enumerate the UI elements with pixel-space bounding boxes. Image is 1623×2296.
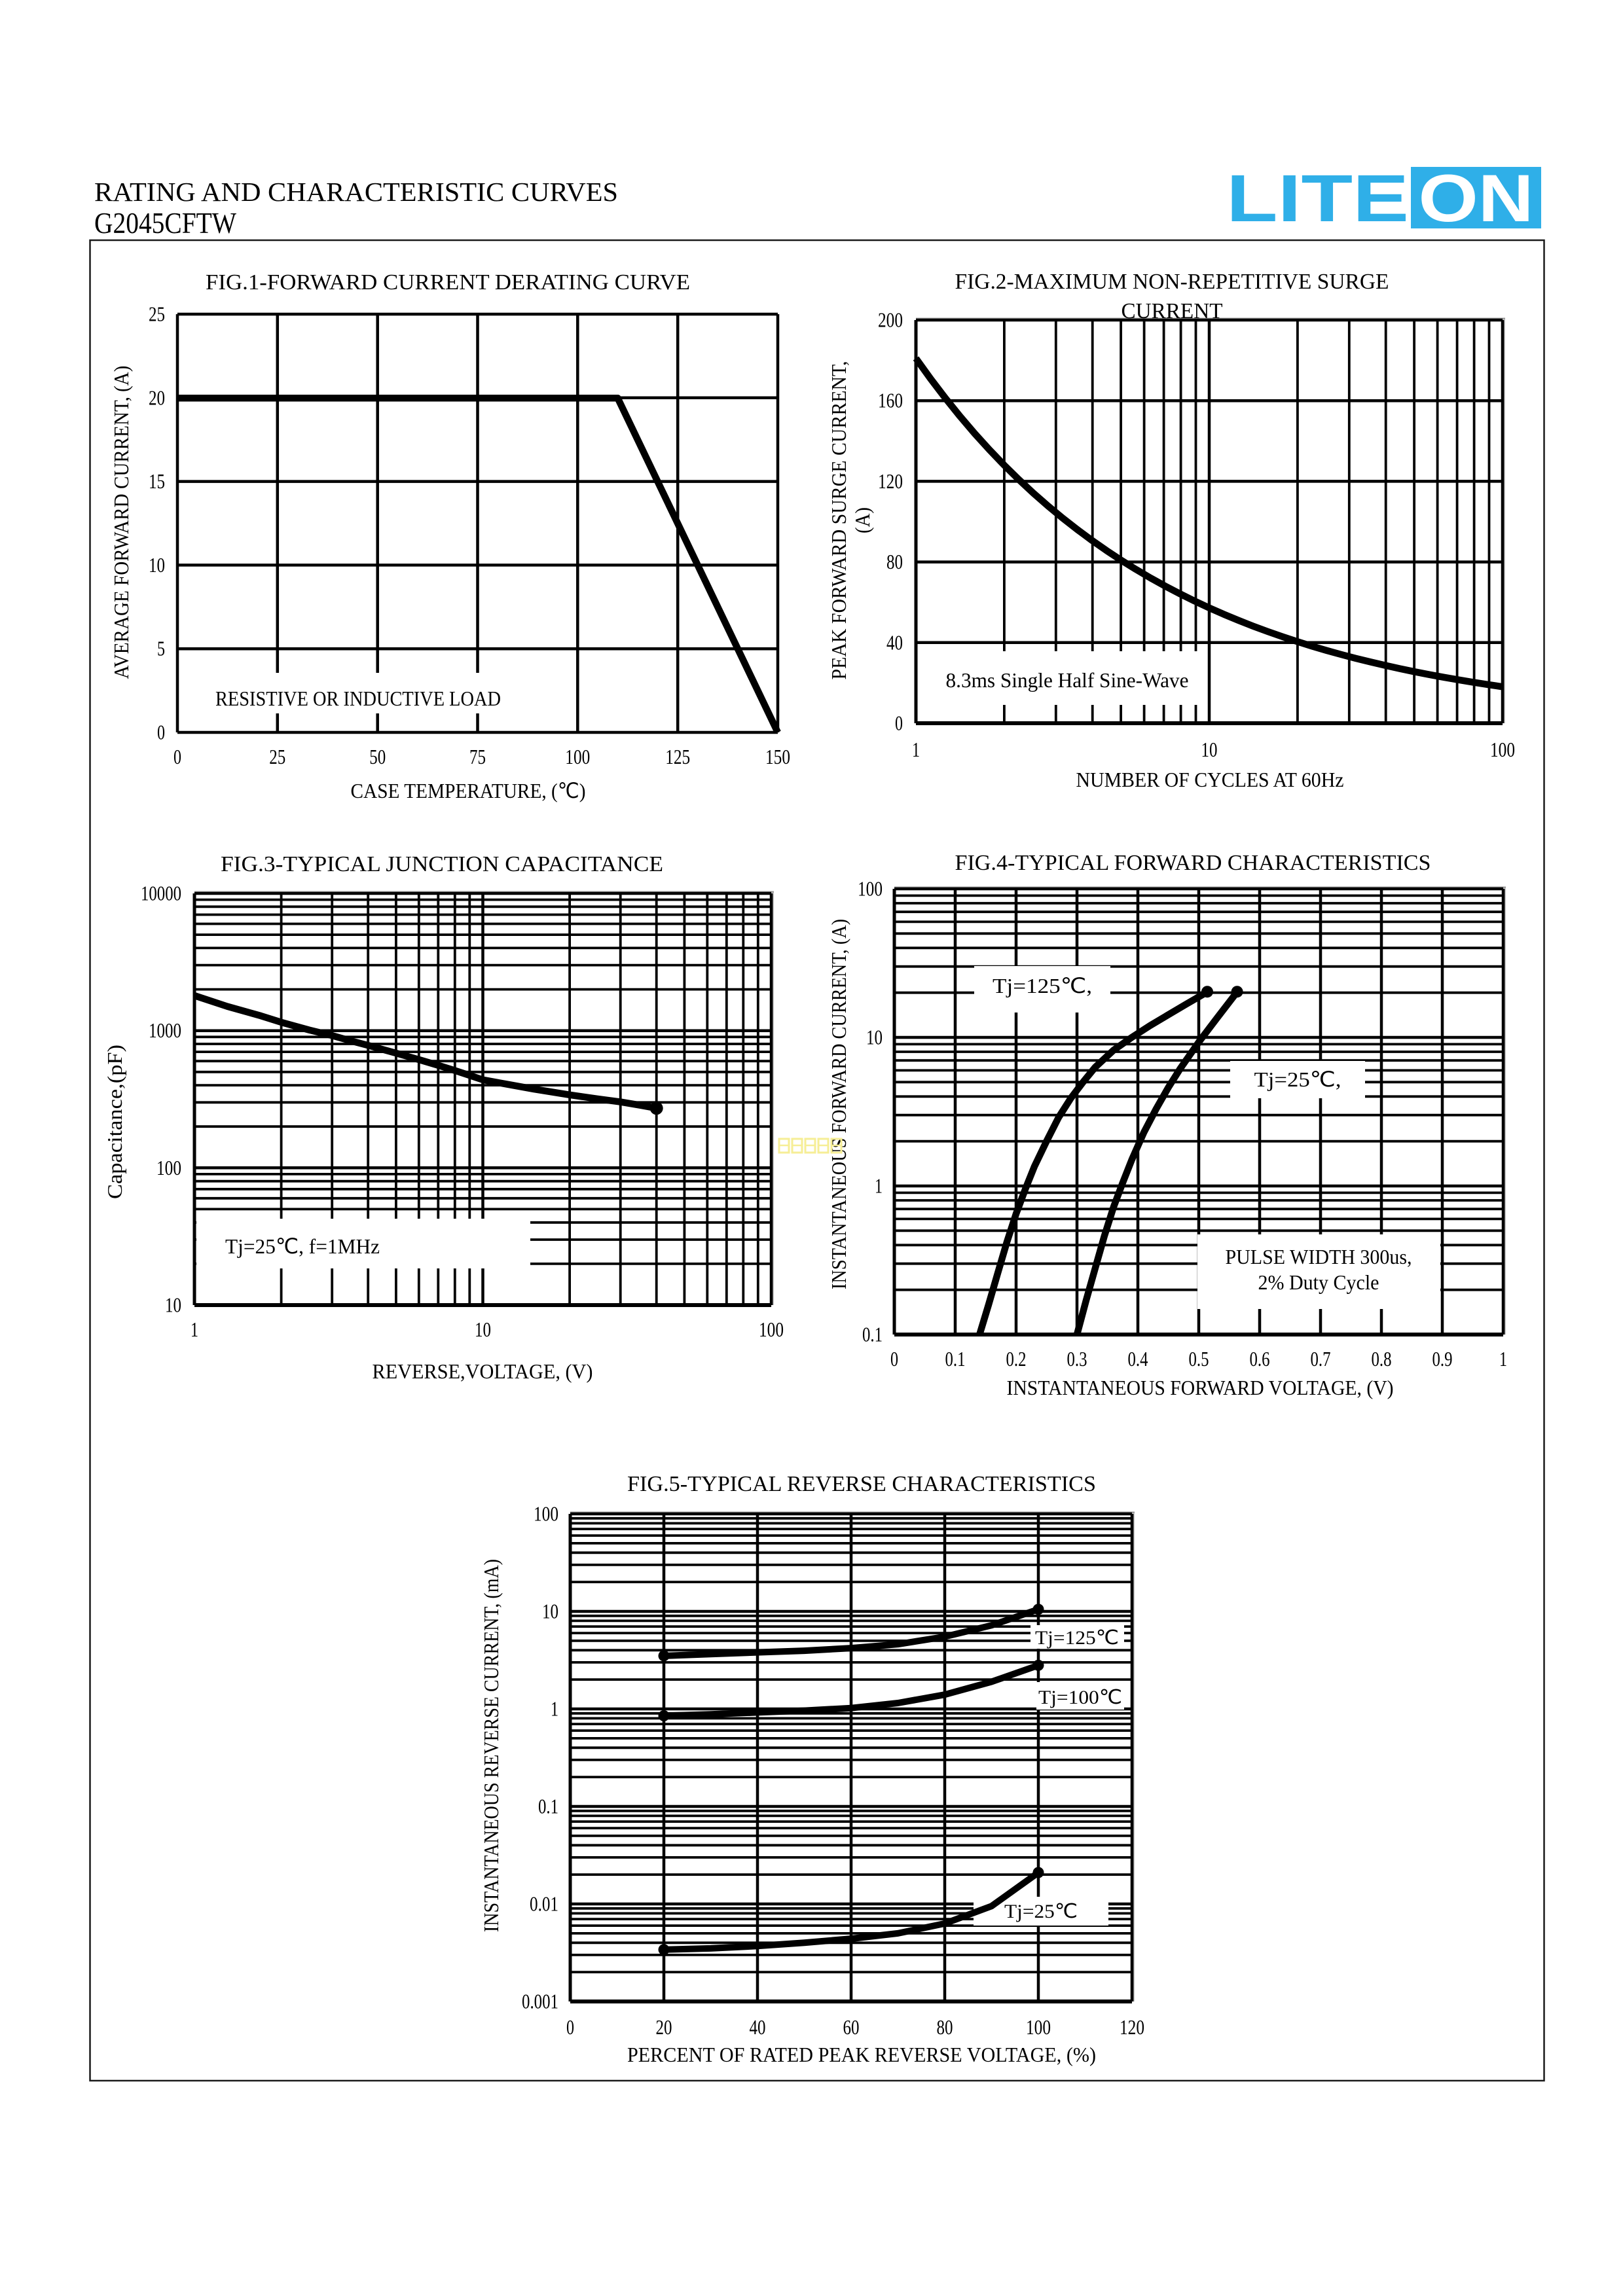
svg-text:100: 100 (1490, 738, 1515, 761)
svg-text:150: 150 (765, 745, 790, 768)
svg-text:INSTANTANEOUS REVERSE CURRENT,: INSTANTANEOUS REVERSE CURRENT, (mA) (479, 1559, 503, 1932)
svg-text:RATING AND CHARACTERISTIC CURV: RATING AND CHARACTERISTIC CURVES (94, 177, 618, 207)
svg-text:PULSE WIDTH 300us,: PULSE WIDTH 300us, (1226, 1245, 1412, 1268)
svg-text:LITE: LITE (1226, 161, 1409, 236)
svg-text:20: 20 (149, 386, 165, 409)
svg-text:100: 100 (156, 1156, 181, 1179)
svg-text:PEAK FORWARD SURGE CURRENT,: PEAK FORWARD SURGE CURRENT, (827, 361, 850, 680)
svg-text:0: 0 (566, 2015, 574, 2039)
svg-text:0.1: 0.1 (945, 1347, 966, 1371)
svg-text:10: 10 (165, 1293, 181, 1317)
svg-text:0.001: 0.001 (522, 1990, 558, 2013)
svg-text:40: 40 (750, 2015, 766, 2039)
svg-text:G2045CFTW: G2045CFTW (94, 207, 236, 240)
svg-text:25: 25 (149, 302, 165, 326)
svg-text:100: 100 (565, 745, 590, 768)
svg-text:1: 1 (191, 1318, 198, 1341)
svg-text:5: 5 (157, 637, 165, 660)
svg-text:1000: 1000 (149, 1018, 181, 1042)
svg-text:FIG.5-TYPICAL REVERSE CHARACTE: FIG.5-TYPICAL REVERSE CHARACTERISTICS (627, 1472, 1096, 1496)
svg-text:INSTANTANEOUS FORWARD CURRENT,: INSTANTANEOUS FORWARD CURRENT, (A) (827, 919, 850, 1289)
svg-text:0: 0 (157, 721, 165, 744)
svg-text:0.2: 0.2 (1006, 1347, 1027, 1371)
svg-text:Tj=125℃: Tj=125℃ (1035, 1627, 1119, 1649)
svg-text:ON: ON (1419, 161, 1534, 236)
svg-text:0.5: 0.5 (1189, 1347, 1209, 1371)
svg-text:160: 160 (878, 389, 903, 412)
svg-text:FIG.3-TYPICAL JUNCTION CAPACIT: FIG.3-TYPICAL JUNCTION CAPACITANCE (221, 852, 663, 876)
svg-text:0.8: 0.8 (1372, 1347, 1392, 1371)
svg-text:120: 120 (878, 469, 903, 493)
svg-text:15: 15 (149, 469, 165, 493)
svg-text:0.7: 0.7 (1311, 1347, 1331, 1371)
svg-text:0.6: 0.6 (1250, 1347, 1270, 1371)
svg-text:REVERSE,VOLTAGE, (V): REVERSE,VOLTAGE, (V) (373, 1359, 593, 1383)
svg-text:25: 25 (269, 745, 285, 768)
svg-text:0: 0 (173, 745, 181, 768)
svg-text:INSTANTANEOUS FORWARD VOLTAGE,: INSTANTANEOUS FORWARD VOLTAGE, (V) (1007, 1376, 1394, 1399)
svg-text:80: 80 (937, 2015, 953, 2039)
svg-text:Tj=25℃, f=1MHz: Tj=25℃, f=1MHz (225, 1234, 380, 1258)
svg-text:1: 1 (875, 1174, 883, 1198)
svg-text:10000: 10000 (141, 882, 181, 905)
svg-text:10: 10 (1201, 738, 1218, 761)
svg-text:60: 60 (843, 2015, 860, 2039)
svg-text:10: 10 (149, 553, 165, 577)
svg-text:Tj=25℃,: Tj=25℃, (1254, 1067, 1341, 1091)
svg-text:(A): (A) (850, 507, 874, 533)
svg-text:120: 120 (1120, 2015, 1144, 2039)
svg-text:NUMBER OF CYCLES AT 60Hz: NUMBER OF CYCLES AT 60Hz (1076, 768, 1344, 791)
svg-text:CASE TEMPERATURE, (℃): CASE TEMPERATURE, (℃) (351, 779, 586, 802)
svg-text:0.9: 0.9 (1432, 1347, 1453, 1371)
svg-text:2% Duty Cycle: 2% Duty Cycle (1258, 1270, 1379, 1294)
svg-text:80: 80 (886, 550, 903, 573)
svg-text:1: 1 (551, 1697, 558, 1721)
svg-text:0.1: 0.1 (538, 1795, 558, 1818)
svg-text:10: 10 (542, 1600, 558, 1623)
svg-text:100: 100 (759, 1318, 784, 1341)
svg-text:8.3ms Single Half Sine-Wave: 8.3ms Single Half Sine-Wave (946, 668, 1189, 692)
svg-text:20: 20 (656, 2015, 672, 2039)
svg-text:Tj=100℃: Tj=100℃ (1038, 1687, 1122, 1708)
svg-text:0.01: 0.01 (530, 1892, 558, 1916)
svg-text:200: 200 (878, 308, 903, 332)
svg-text:1: 1 (912, 738, 920, 761)
svg-text:10: 10 (866, 1026, 883, 1049)
svg-text:RESISTIVE OR INDUCTIVE LOAD: RESISTIVE OR INDUCTIVE LOAD (215, 687, 501, 710)
svg-text:0: 0 (890, 1347, 898, 1371)
svg-text:CURRENT: CURRENT (1122, 299, 1223, 323)
svg-text:0: 0 (895, 711, 903, 735)
svg-text:40: 40 (886, 630, 903, 654)
svg-text:125: 125 (665, 745, 690, 768)
svg-text:0.3: 0.3 (1067, 1347, 1087, 1371)
svg-text:FIG.2-MAXIMUM NON-REPETITIVE S: FIG.2-MAXIMUM NON-REPETITIVE SURGE (955, 270, 1389, 294)
svg-text:100: 100 (1026, 2015, 1051, 2039)
svg-text:1: 1 (1499, 1347, 1507, 1371)
svg-text:0.1: 0.1 (862, 1323, 883, 1346)
svg-text:10: 10 (475, 1318, 491, 1341)
svg-text:75: 75 (469, 745, 486, 768)
svg-text:AVERAGE FORWARD CURRENT, (A): AVERAGE FORWARD CURRENT, (A) (109, 366, 133, 679)
svg-text:FIG.1-FORWARD CURRENT DERATING: FIG.1-FORWARD CURRENT DERATING CURVE (206, 270, 690, 295)
svg-text:FIG.4-TYPICAL FORWARD CHARACTE: FIG.4-TYPICAL FORWARD CHARACTERISTICS (955, 851, 1431, 875)
svg-text:Tj=25℃: Tj=25℃ (1004, 1901, 1078, 1922)
svg-text:PERCENT OF RATED PEAK REVERSE: PERCENT OF RATED PEAK REVERSE VOLTAGE, (… (627, 2043, 1096, 2066)
svg-text:Tj=125℃,: Tj=125℃, (993, 974, 1092, 997)
svg-text:100: 100 (534, 1502, 558, 1526)
svg-text:Capacitance,(pF): Capacitance,(pF) (103, 1045, 126, 1199)
svg-text:50: 50 (369, 745, 386, 768)
svg-text:100: 100 (858, 877, 883, 901)
svg-text:0.4: 0.4 (1128, 1347, 1148, 1371)
